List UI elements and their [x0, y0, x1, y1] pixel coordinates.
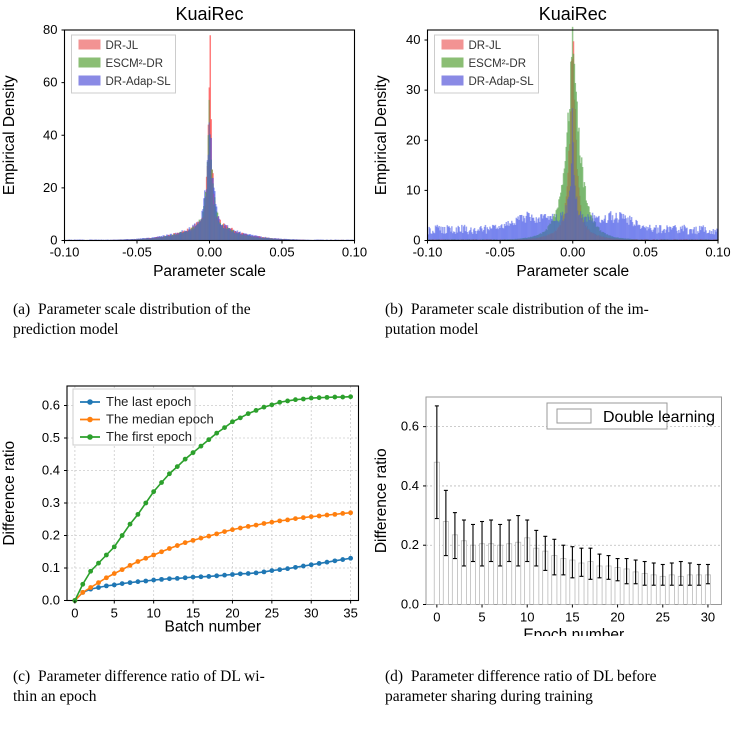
svg-text:15: 15 — [565, 610, 579, 625]
svg-text:0.4: 0.4 — [401, 478, 419, 493]
svg-text:Epoch number: Epoch number — [523, 627, 624, 637]
svg-text:10: 10 — [146, 606, 160, 621]
svg-text:Parameter scale: Parameter scale — [516, 263, 629, 280]
svg-text:0.3: 0.3 — [42, 495, 60, 510]
svg-text:-0.05: -0.05 — [122, 245, 152, 260]
svg-text:DR-Adap-SL: DR-Adap-SL — [469, 76, 535, 88]
svg-text:KuaiRec: KuaiRec — [539, 4, 607, 24]
svg-text:80: 80 — [43, 22, 57, 37]
svg-text:DR-JL: DR-JL — [106, 40, 139, 52]
svg-text:0.05: 0.05 — [269, 245, 294, 260]
svg-text:35: 35 — [343, 606, 357, 621]
svg-text:KuaiRec: KuaiRec — [175, 4, 243, 24]
svg-text:0.00: 0.00 — [560, 245, 585, 260]
svg-text:0.10: 0.10 — [705, 245, 730, 260]
svg-text:ESCM²-DR: ESCM²-DR — [106, 58, 164, 70]
svg-text:DR-JL: DR-JL — [469, 40, 502, 52]
svg-text:5: 5 — [478, 610, 485, 625]
svg-text:25: 25 — [265, 606, 279, 621]
svg-text:The first epoch: The first epoch — [106, 429, 192, 444]
svg-text:Parameter scale: Parameter scale — [153, 263, 266, 280]
svg-text:0.4: 0.4 — [42, 463, 60, 478]
svg-text:Batch number: Batch number — [165, 619, 262, 636]
svg-text:The median epoch: The median epoch — [106, 412, 214, 427]
svg-text:0.0: 0.0 — [42, 593, 60, 608]
svg-text:Empirical Density: Empirical Density — [373, 75, 390, 195]
svg-text:5: 5 — [111, 606, 118, 621]
svg-text:30: 30 — [406, 82, 420, 97]
svg-text:10: 10 — [406, 182, 420, 197]
svg-text:0.2: 0.2 — [401, 537, 419, 552]
svg-text:10: 10 — [520, 610, 534, 625]
svg-text:Double learning: Double learning — [603, 409, 715, 426]
svg-text:0.6: 0.6 — [42, 398, 60, 413]
svg-text:0.2: 0.2 — [42, 528, 60, 543]
svg-text:0: 0 — [71, 606, 78, 621]
svg-text:0.1: 0.1 — [42, 560, 60, 575]
svg-text:ESCM²-DR: ESCM²-DR — [469, 58, 527, 70]
svg-text:60: 60 — [43, 75, 57, 90]
svg-text:0: 0 — [433, 610, 440, 625]
svg-text:20: 20 — [406, 132, 420, 147]
svg-text:-0.05: -0.05 — [485, 245, 515, 260]
svg-text:40: 40 — [43, 127, 57, 142]
svg-text:Difference ratio: Difference ratio — [373, 448, 390, 553]
svg-text:20: 20 — [610, 610, 624, 625]
svg-text:DR-Adap-SL: DR-Adap-SL — [106, 76, 172, 88]
svg-text:0.0: 0.0 — [401, 597, 419, 612]
svg-text:0.5: 0.5 — [42, 430, 60, 445]
svg-text:Difference ratio: Difference ratio — [1, 441, 18, 546]
svg-text:30: 30 — [304, 606, 318, 621]
svg-text:25: 25 — [656, 610, 670, 625]
svg-text:0.10: 0.10 — [342, 245, 367, 260]
svg-text:40: 40 — [406, 32, 420, 47]
svg-text:0.6: 0.6 — [401, 419, 419, 434]
svg-text:The last epoch: The last epoch — [106, 394, 191, 409]
svg-text:20: 20 — [43, 180, 57, 195]
svg-text:0.05: 0.05 — [633, 245, 658, 260]
svg-text:0.00: 0.00 — [197, 245, 222, 260]
svg-text:Empirical Density: Empirical Density — [1, 75, 18, 195]
svg-text:30: 30 — [701, 610, 715, 625]
svg-text:-0.10: -0.10 — [50, 245, 80, 260]
svg-text:-0.10: -0.10 — [413, 245, 443, 260]
